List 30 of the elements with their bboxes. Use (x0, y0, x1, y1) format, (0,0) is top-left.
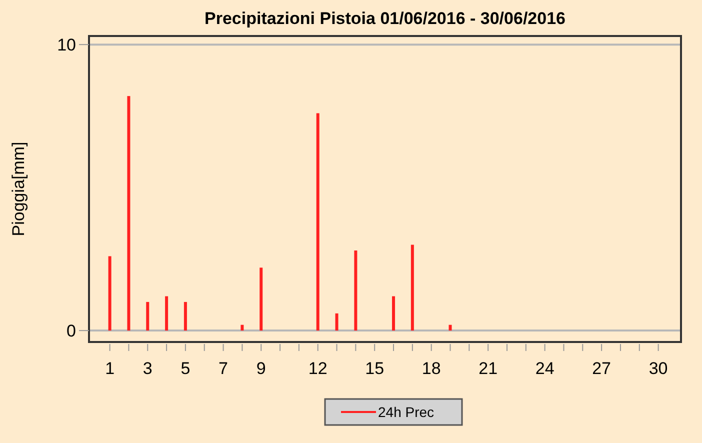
bar (335, 313, 338, 331)
bar (410, 244, 414, 331)
y-tick-label: 0 (66, 322, 76, 341)
legend-label: 24h Prec (378, 404, 434, 420)
bar (260, 268, 263, 331)
x-tick-label: 1 (105, 359, 115, 378)
x-tick-label: 12 (308, 359, 328, 378)
bar (316, 113, 320, 331)
x-tick-label: 9 (256, 359, 266, 378)
bar (108, 256, 112, 331)
bar (240, 324, 244, 331)
x-tick-label: 24 (535, 359, 554, 378)
bar (165, 296, 168, 331)
bar (146, 302, 150, 331)
x-tick-label: 5 (180, 359, 190, 378)
x-tick-label: 18 (422, 359, 441, 378)
x-tick-label: 15 (365, 359, 384, 378)
bar (127, 96, 130, 331)
bar (392, 296, 396, 331)
bar (184, 302, 187, 331)
bar (448, 324, 452, 331)
x-tick-label: 3 (142, 359, 152, 378)
bar (354, 250, 358, 331)
x-tick-label: 27 (592, 359, 612, 378)
x-tick-label: 21 (478, 359, 498, 378)
x-tick-label: 30 (648, 359, 668, 378)
y-axis-title: Pioggia[mm] (9, 142, 28, 236)
y-tick-label: 10 (57, 36, 76, 55)
chart-title: Precipitazioni Pistoia 01/06/2016 - 30/06/2016 (204, 9, 566, 28)
x-tick-label: 7 (218, 359, 228, 378)
